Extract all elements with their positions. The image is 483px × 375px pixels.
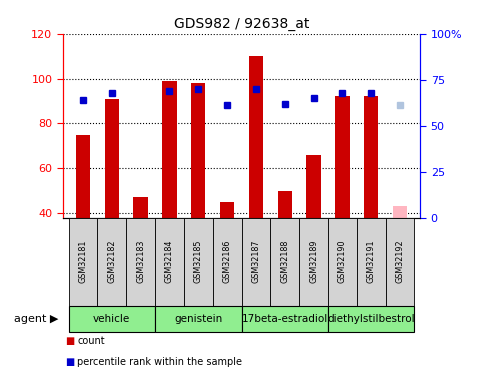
Text: GSM32183: GSM32183 xyxy=(136,240,145,283)
Bar xyxy=(278,190,292,217)
Bar xyxy=(299,217,328,306)
Bar xyxy=(393,206,407,218)
Text: agent ▶: agent ▶ xyxy=(14,314,58,324)
Text: GSM32181: GSM32181 xyxy=(78,240,87,283)
Text: 17beta-estradiol: 17beta-estradiol xyxy=(242,314,328,324)
Bar xyxy=(69,217,98,306)
Bar xyxy=(364,96,378,218)
Text: GSM32188: GSM32188 xyxy=(280,240,289,283)
Text: count: count xyxy=(77,336,105,346)
Bar xyxy=(242,306,328,332)
Text: percentile rank within the sample: percentile rank within the sample xyxy=(77,357,242,367)
Bar xyxy=(126,217,155,306)
Text: GSM32189: GSM32189 xyxy=(309,240,318,284)
Bar xyxy=(76,135,90,218)
Bar xyxy=(335,96,350,218)
Bar xyxy=(155,306,242,332)
Bar xyxy=(133,197,148,217)
Text: genistein: genistein xyxy=(174,314,222,324)
Bar xyxy=(220,202,234,217)
Bar xyxy=(155,217,184,306)
Bar xyxy=(213,217,242,306)
Bar xyxy=(385,217,414,306)
Bar xyxy=(184,217,213,306)
Bar xyxy=(191,83,205,218)
Bar xyxy=(357,217,385,306)
Text: ■: ■ xyxy=(65,336,74,346)
Text: GSM32192: GSM32192 xyxy=(396,240,405,284)
Text: GSM32182: GSM32182 xyxy=(107,240,116,284)
Bar xyxy=(249,56,263,217)
Text: vehicle: vehicle xyxy=(93,314,130,324)
Bar xyxy=(98,217,126,306)
Bar xyxy=(105,99,119,218)
Text: GSM32185: GSM32185 xyxy=(194,240,203,284)
Text: GSM32184: GSM32184 xyxy=(165,240,174,283)
Bar xyxy=(69,306,155,332)
Text: GSM32186: GSM32186 xyxy=(223,240,231,283)
Bar xyxy=(270,217,299,306)
Title: GDS982 / 92638_at: GDS982 / 92638_at xyxy=(174,17,309,32)
Text: GSM32191: GSM32191 xyxy=(367,240,376,284)
Bar xyxy=(328,306,414,332)
Bar xyxy=(162,81,177,218)
Bar xyxy=(306,155,321,218)
Bar xyxy=(328,217,357,306)
Text: GSM32190: GSM32190 xyxy=(338,240,347,284)
Text: GSM32187: GSM32187 xyxy=(252,240,260,284)
Bar xyxy=(242,217,270,306)
Text: diethylstilbestrol: diethylstilbestrol xyxy=(327,314,415,324)
Text: ■: ■ xyxy=(65,357,74,367)
